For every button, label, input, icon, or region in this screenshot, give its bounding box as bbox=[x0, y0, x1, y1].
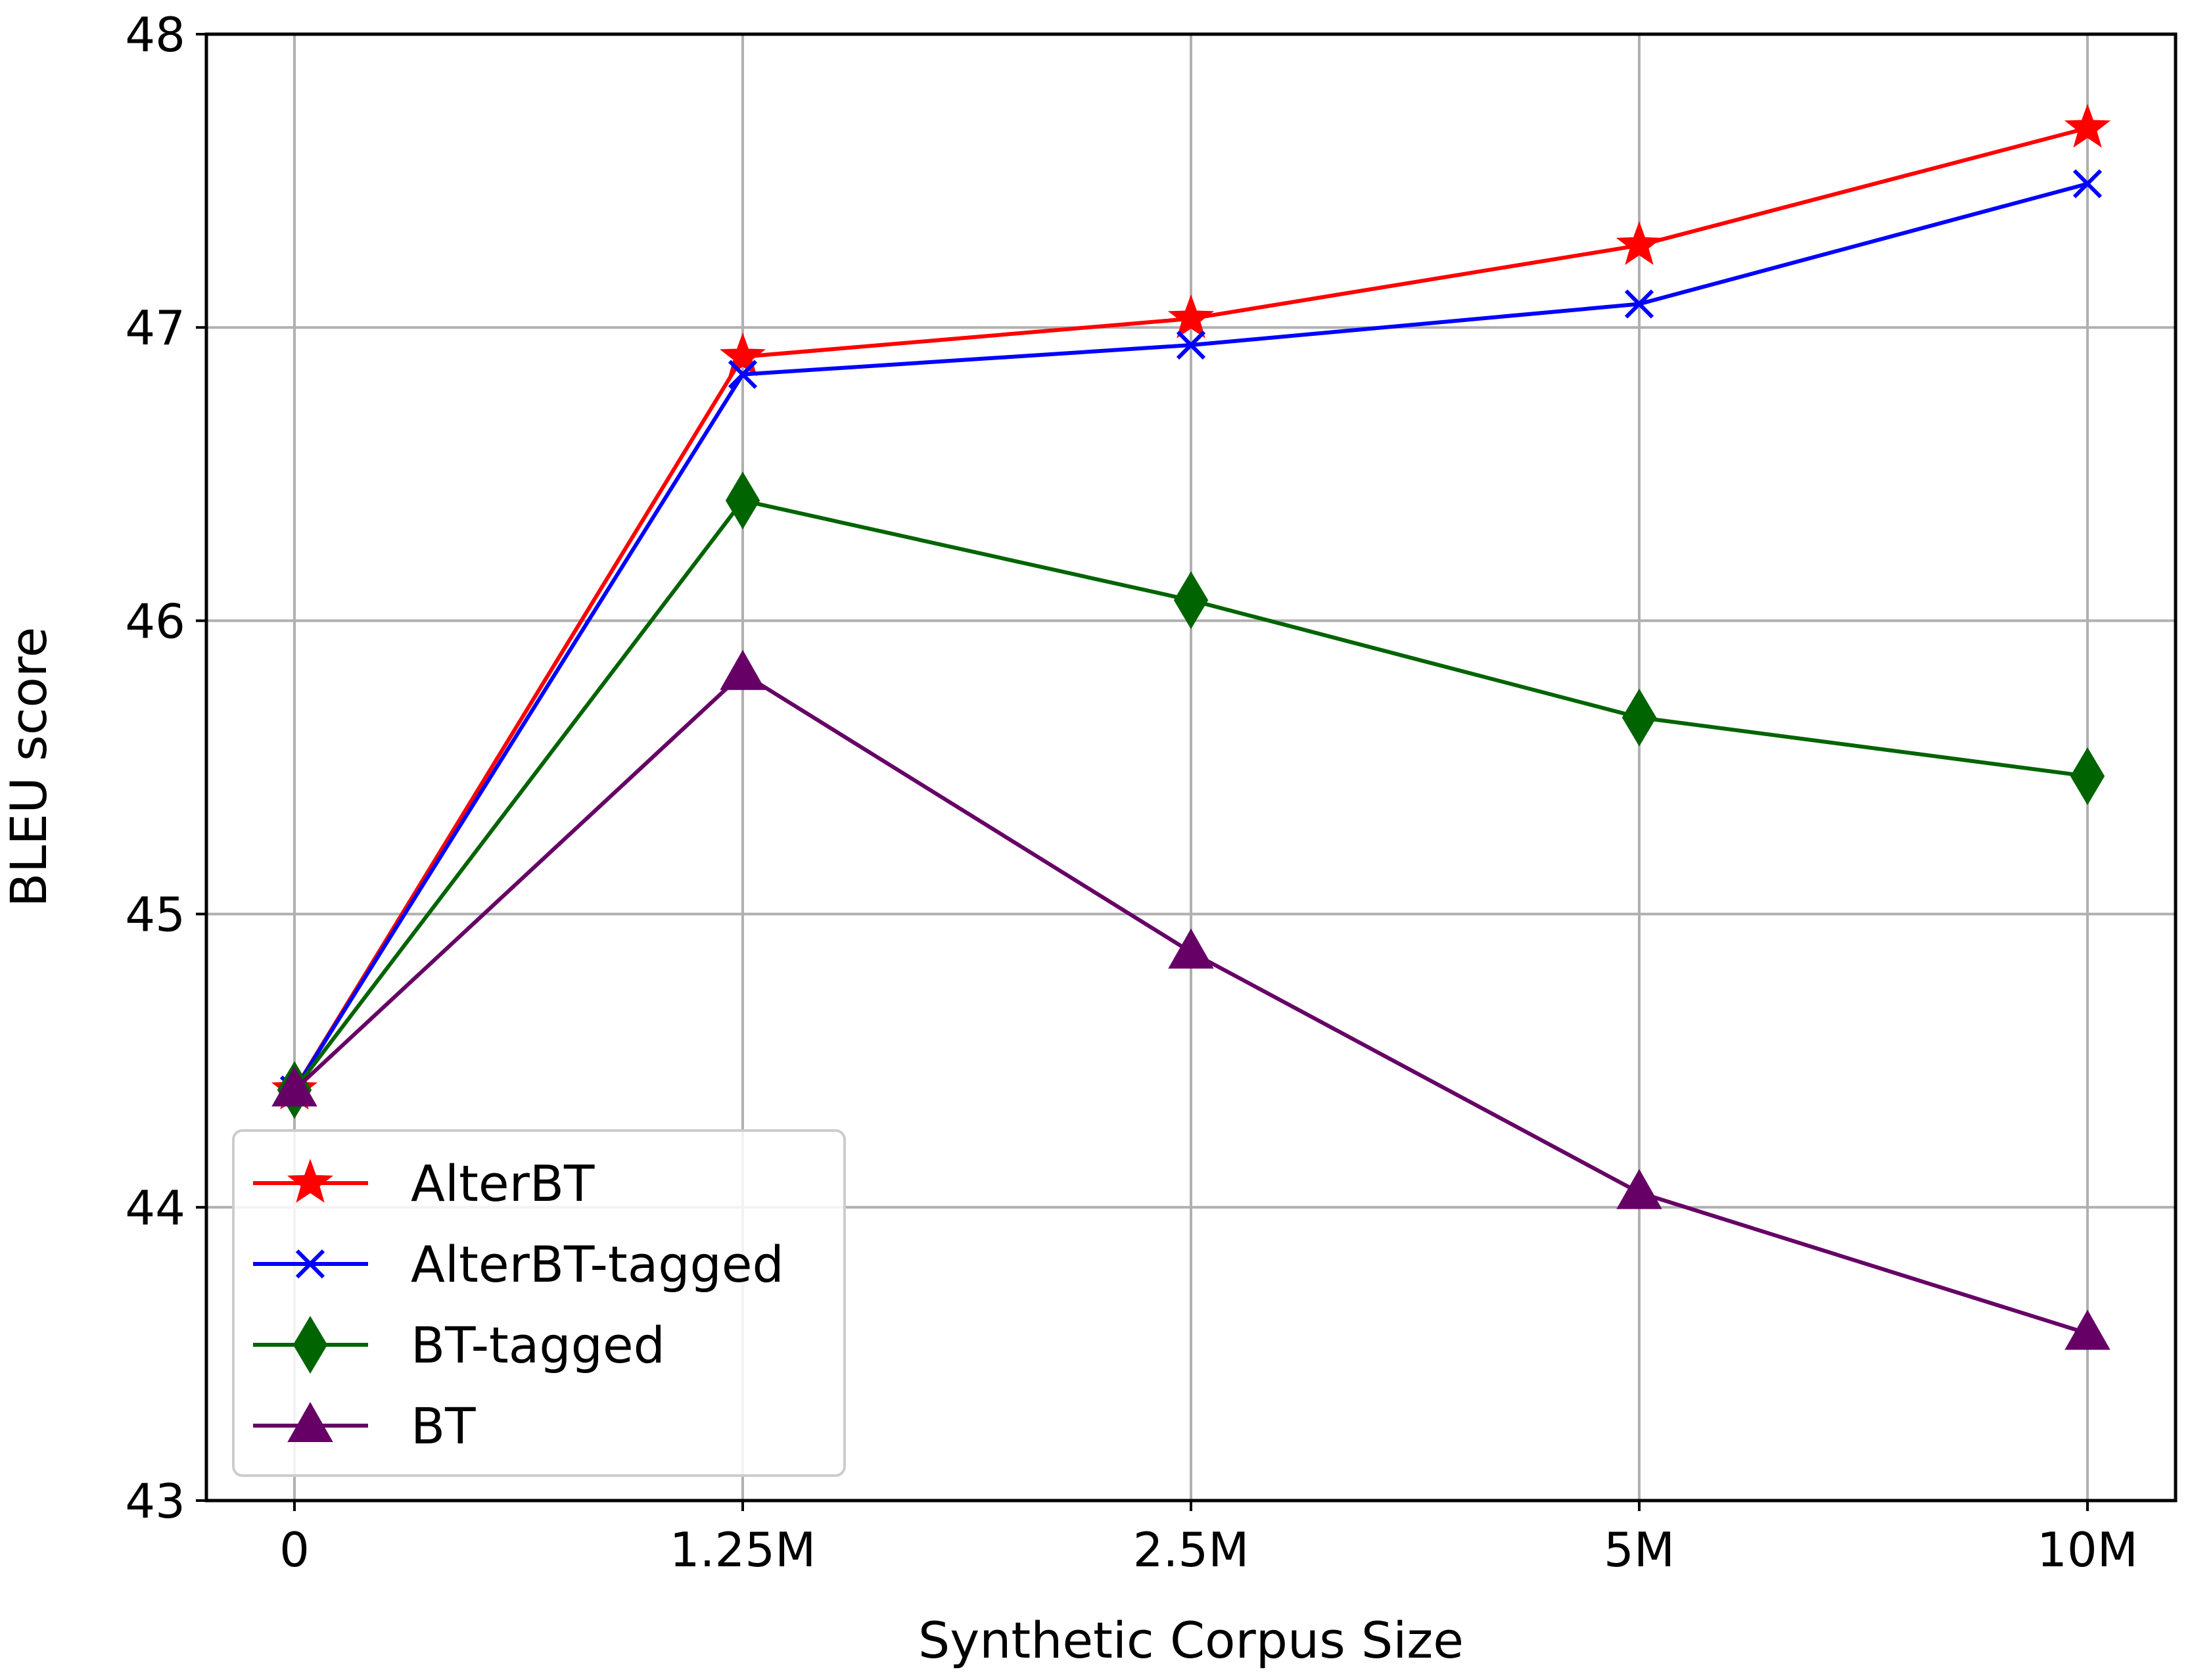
data-point-bt bbox=[1616, 1169, 1662, 1209]
tick-layer: 0 1.25M 2.5M 5M 10M 43 44 45 46 47 48 bbox=[125, 7, 2138, 1577]
data-point-alterbt bbox=[719, 332, 766, 377]
legend: AlterBT AlterBT-tagged BT-tagged BT bbox=[232, 1129, 846, 1477]
series-bt bbox=[271, 649, 2110, 1350]
y-tick-label: 46 bbox=[125, 594, 185, 649]
data-point-alterbt-tagged bbox=[728, 360, 758, 389]
data-point-bt bbox=[720, 649, 766, 690]
data-point-bt-tagged bbox=[2070, 747, 2105, 805]
data-point-bt-tagged bbox=[1173, 571, 1209, 630]
data-point-bt-tagged bbox=[1621, 688, 1657, 747]
legend-label-alterbt: AlterBT bbox=[411, 1154, 595, 1213]
y-tick-label: 48 bbox=[125, 7, 185, 62]
legend-entry-bt: BT bbox=[253, 1397, 476, 1455]
legend-entry-alterbt-tagged: AlterBT-tagged bbox=[253, 1235, 784, 1294]
x-tick-label: 2.5M bbox=[1133, 1522, 1249, 1577]
series-alterbt bbox=[271, 103, 2111, 1110]
legend-marker-bt bbox=[287, 1401, 333, 1442]
x-tick-label: 10M bbox=[2037, 1522, 2138, 1577]
legend-label-bt: BT bbox=[411, 1397, 476, 1455]
y-tick-label: 47 bbox=[125, 300, 185, 356]
data-point-alterbt bbox=[2064, 103, 2111, 148]
legend-marker-alterbt bbox=[287, 1159, 334, 1203]
data-point-bt bbox=[2064, 1309, 2110, 1350]
x-axis-title: Synthetic Corpus Size bbox=[918, 1611, 1464, 1669]
data-point-bt bbox=[1168, 928, 1214, 969]
data-point-bt-tagged bbox=[725, 471, 760, 530]
legend-label-bt-tagged: BT-tagged bbox=[411, 1316, 665, 1374]
data-point-alterbt-tagged bbox=[1624, 289, 1654, 319]
data-point-alterbt-tagged bbox=[1176, 330, 1206, 360]
legend-marker-bt-tagged bbox=[292, 1316, 328, 1374]
y-tick-label: 44 bbox=[125, 1180, 185, 1236]
data-point-alterbt-tagged bbox=[2072, 169, 2103, 198]
y-tick-label: 45 bbox=[125, 887, 185, 943]
x-tick-label: 1.25M bbox=[670, 1522, 816, 1577]
legend-label-alterbt-tagged: AlterBT-tagged bbox=[411, 1235, 784, 1294]
data-point-bt bbox=[271, 1066, 317, 1107]
y-tick-label: 43 bbox=[125, 1474, 185, 1529]
data-point-alterbt bbox=[1167, 294, 1215, 338]
series-bt-tagged bbox=[277, 471, 2105, 1119]
legend-entry-alterbt: AlterBT bbox=[253, 1154, 595, 1213]
data-point-alterbt bbox=[1616, 221, 1663, 266]
series-layer bbox=[271, 103, 2111, 1350]
legend-entries: AlterBT AlterBT-tagged BT-tagged BT bbox=[253, 1154, 784, 1455]
legend-marker-alterbt-tagged bbox=[295, 1249, 325, 1279]
y-axis-title: BLEU score bbox=[0, 627, 58, 908]
x-tick-label: 5M bbox=[1604, 1522, 1675, 1577]
legend-box bbox=[232, 1129, 846, 1477]
x-tick-label: 0 bbox=[279, 1522, 310, 1577]
legend-entry-bt-tagged: BT-tagged bbox=[253, 1316, 665, 1374]
